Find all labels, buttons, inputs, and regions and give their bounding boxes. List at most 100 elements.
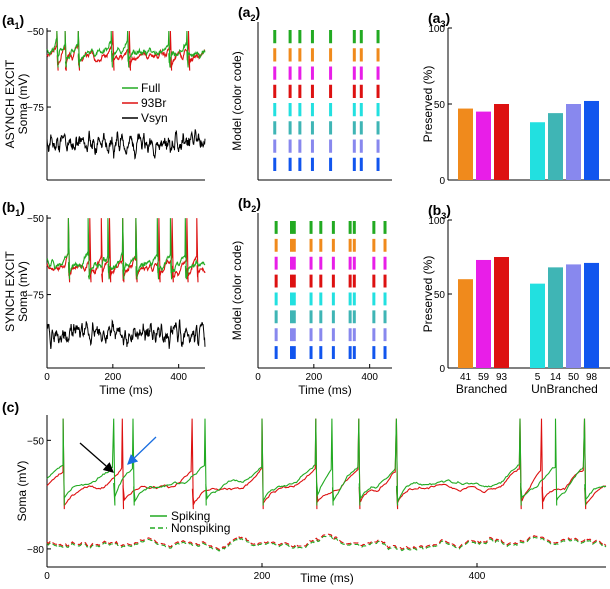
raster-spike-br93 — [290, 274, 293, 288]
raster-spike-un14 — [310, 121, 314, 135]
raster-spike-un50 — [309, 328, 313, 342]
raster-spike-full — [331, 221, 335, 234]
vsyn-trace — [46, 129, 206, 160]
black-arrow — [79, 442, 114, 473]
raster-spike-un98 — [319, 346, 323, 359]
y-tick-label: 0 — [439, 176, 445, 187]
raster-spike-br59 — [273, 66, 277, 80]
y-tick-label: 50 — [434, 290, 446, 301]
raster-spike-br41 — [352, 238, 356, 252]
raster-spike-un98 — [331, 346, 335, 359]
raster-spike-un5 — [352, 103, 356, 117]
row-label: ASYNCH EXCIT — [3, 59, 17, 148]
raster-spike-br41 — [383, 238, 387, 252]
panel-label: (c) — [2, 399, 19, 415]
bar-category-label: 59 — [478, 372, 490, 383]
raster-spike-full — [288, 30, 292, 44]
group-label-branched: Branched — [456, 382, 507, 396]
x-tick-label: 200 — [305, 372, 322, 383]
raster-spike-br41 — [331, 238, 335, 252]
panel-label-close: ) — [255, 4, 260, 20]
raster-spike-un50 — [329, 139, 333, 153]
raster-spike-full — [274, 221, 278, 234]
raster-spike-br41 — [359, 48, 363, 62]
panel-label-subscript: 2 — [250, 13, 255, 23]
x-tick-label: 0 — [44, 571, 50, 582]
panel-label-main: (b — [238, 195, 251, 211]
full-trace — [46, 30, 206, 68]
raster-spike-full — [309, 221, 313, 234]
raster-spike-un98 — [352, 346, 356, 359]
raster-spike-full — [298, 30, 302, 44]
raster-spike-un5 — [298, 103, 302, 117]
x-tick-label: 400 — [361, 372, 378, 383]
raster-spike-un14 — [352, 310, 356, 324]
x-axis-label: Time (ms) — [99, 383, 153, 397]
raster-spike-un5 — [309, 292, 313, 306]
raster-spike-br93 — [298, 84, 302, 98]
raster-spike-un98 — [348, 346, 352, 359]
y-tick-label: −75 — [27, 103, 44, 114]
bar-50 — [566, 104, 581, 180]
y-axis-label: Soma (mV) — [16, 261, 30, 322]
raster-spike-br41 — [319, 238, 323, 252]
raster-spike-un50 — [273, 139, 277, 153]
raster-spike-un50 — [274, 328, 278, 342]
y-tick-label: 50 — [434, 100, 446, 111]
spiking-93br-trace — [46, 418, 607, 510]
y-tick-label: −50 — [27, 436, 44, 447]
raster-spike-un50 — [372, 328, 376, 342]
raster-spike-un5 — [310, 103, 314, 117]
bar-59 — [476, 259, 491, 368]
y-tick-label: 100 — [428, 24, 445, 35]
raster-spike-br41 — [298, 48, 302, 62]
raster-spike-full — [376, 30, 380, 44]
raster-spike-br41 — [348, 238, 352, 252]
bar-5 — [530, 122, 545, 180]
raster-spike-full — [348, 221, 352, 234]
raster-spike-un5 — [352, 292, 356, 306]
raster-spike-un14 — [359, 121, 363, 135]
raster-spike-un5 — [329, 103, 333, 117]
raster-spike-un50 — [310, 139, 314, 153]
nonspiking-full-trace — [46, 535, 607, 552]
spiking-full-trace — [46, 418, 607, 506]
panel-label: (a3) — [428, 10, 450, 29]
raster-spike-br93 — [288, 84, 292, 98]
vsyn-trace — [46, 319, 206, 349]
panel-label-main: (a — [2, 12, 15, 28]
raster-spike-un14 — [298, 121, 302, 135]
raster-spike-un98 — [292, 346, 296, 359]
y-tick-label: −50 — [27, 214, 44, 225]
raster-spike-un98 — [290, 346, 293, 359]
raster-spike-un14 — [309, 310, 313, 324]
raster-spike-br41 — [274, 238, 278, 252]
bar-41 — [458, 108, 473, 180]
bar-14 — [548, 267, 563, 368]
x-tick-label: 200 — [104, 372, 121, 383]
raster-spike-br59 — [274, 256, 278, 270]
y-tick-label: −80 — [27, 545, 44, 556]
raster-spike-br93 — [310, 84, 314, 98]
bar-category-label: 5 — [535, 372, 541, 383]
panel-label-main: (c) — [2, 399, 19, 415]
raster-spike-br93 — [372, 274, 376, 288]
raster-spike-un50 — [359, 139, 363, 153]
x-axis-label: Time (ms) — [298, 383, 352, 397]
raster-spike-br59 — [331, 256, 335, 270]
raster-spike-un14 — [274, 310, 278, 324]
raster-spike-un14 — [292, 310, 296, 324]
raster-spike-un50 — [288, 139, 292, 153]
y-axis-label: Model (color code) — [230, 51, 244, 150]
raster-spike-br41 — [290, 238, 293, 252]
raster-spike-br93 — [383, 274, 387, 288]
raster-spike-br59 — [290, 256, 293, 270]
raster-spike-un50 — [290, 328, 293, 342]
panel-label: (b1) — [2, 199, 25, 218]
raster-spike-un14 — [273, 121, 277, 135]
panel-label-main: (b — [428, 202, 441, 218]
bar-93 — [494, 257, 509, 368]
raster-spike-un5 — [274, 292, 278, 306]
raster-spike-un5 — [290, 292, 293, 306]
panel-label-close: ) — [445, 10, 450, 26]
